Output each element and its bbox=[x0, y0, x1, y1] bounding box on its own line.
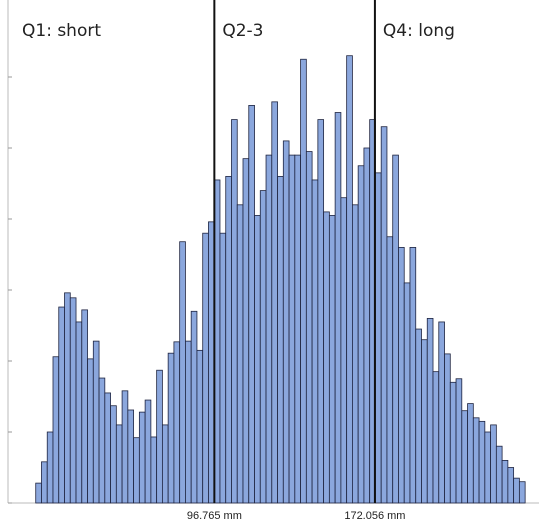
bar bbox=[449, 381, 457, 504]
bar bbox=[461, 410, 468, 504]
bar bbox=[110, 405, 117, 504]
bar bbox=[323, 211, 330, 504]
bar bbox=[478, 420, 486, 504]
bar bbox=[173, 341, 181, 504]
bar bbox=[386, 236, 394, 504]
bar bbox=[380, 126, 388, 504]
bar bbox=[392, 154, 399, 504]
bar bbox=[46, 431, 54, 504]
bar bbox=[513, 477, 520, 504]
bar bbox=[248, 105, 255, 504]
bar bbox=[346, 55, 353, 504]
bar bbox=[271, 101, 278, 504]
bar bbox=[104, 392, 111, 504]
bar bbox=[35, 482, 42, 504]
bar bbox=[357, 165, 365, 504]
bar bbox=[507, 467, 515, 504]
bar bbox=[328, 215, 336, 504]
bar bbox=[87, 358, 94, 504]
bar bbox=[501, 459, 509, 504]
bar bbox=[300, 58, 307, 504]
bar bbox=[352, 204, 359, 504]
bar bbox=[98, 377, 106, 504]
bar bbox=[403, 282, 411, 504]
bar bbox=[415, 328, 422, 504]
bar bbox=[161, 424, 169, 504]
bar bbox=[156, 369, 163, 504]
bar bbox=[196, 349, 204, 504]
bar bbox=[490, 424, 497, 504]
bar bbox=[92, 340, 100, 504]
bar bbox=[133, 437, 140, 504]
bar bbox=[518, 481, 526, 504]
bar bbox=[398, 246, 405, 504]
bar bbox=[426, 317, 434, 504]
bar bbox=[52, 356, 60, 504]
bar bbox=[127, 409, 135, 504]
region-label: Q1: short bbox=[22, 21, 101, 41]
bar bbox=[340, 197, 348, 504]
bar bbox=[438, 321, 445, 504]
bar bbox=[121, 390, 129, 504]
bar bbox=[202, 232, 209, 504]
bar bbox=[75, 321, 83, 504]
bar bbox=[225, 175, 232, 504]
bar bbox=[64, 292, 71, 504]
bar bbox=[254, 215, 261, 504]
bar bbox=[472, 417, 480, 504]
bar bbox=[484, 431, 491, 504]
region-label: Q4: long bbox=[383, 21, 455, 41]
bar bbox=[305, 151, 313, 504]
bar bbox=[288, 154, 296, 504]
bar bbox=[208, 221, 215, 504]
bar bbox=[231, 119, 238, 504]
bar bbox=[421, 339, 428, 504]
bar bbox=[409, 246, 417, 504]
bar bbox=[282, 140, 290, 504]
bar bbox=[311, 179, 319, 504]
bar bbox=[58, 306, 65, 504]
bar bbox=[144, 399, 152, 504]
bar bbox=[432, 371, 440, 504]
bar bbox=[467, 403, 474, 504]
bar bbox=[444, 353, 451, 504]
bar bbox=[495, 445, 503, 504]
bar bbox=[41, 461, 48, 504]
bar bbox=[185, 340, 192, 504]
bar bbox=[334, 112, 342, 504]
bar bbox=[81, 309, 88, 504]
bar bbox=[138, 411, 146, 504]
bar bbox=[375, 172, 382, 504]
bar bbox=[259, 190, 267, 504]
bar bbox=[69, 297, 77, 504]
bar bbox=[219, 232, 227, 504]
x-tick-label: 96.765 mm bbox=[187, 510, 242, 522]
bar bbox=[190, 310, 198, 504]
bar bbox=[277, 175, 284, 504]
bar bbox=[265, 154, 273, 504]
bar bbox=[236, 204, 244, 504]
bar bbox=[150, 436, 158, 504]
bar bbox=[242, 158, 250, 504]
bar bbox=[167, 352, 175, 504]
bar bbox=[455, 378, 463, 504]
bar bbox=[179, 241, 186, 504]
bar bbox=[317, 119, 325, 504]
bar bbox=[115, 424, 123, 504]
x-tick-label: 172.056 mm bbox=[344, 510, 405, 522]
bar bbox=[294, 154, 301, 504]
bar bbox=[363, 147, 371, 504]
region-label: Q2-3 bbox=[222, 21, 263, 41]
